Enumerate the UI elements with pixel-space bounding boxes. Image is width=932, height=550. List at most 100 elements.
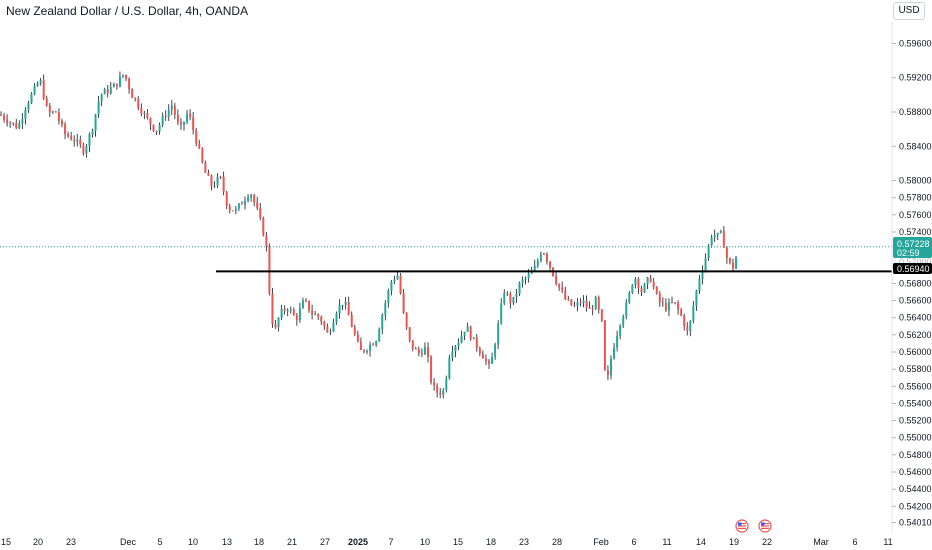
y-tick-label: 0.58000 xyxy=(899,176,932,186)
candle-up xyxy=(494,344,497,357)
candle-up xyxy=(594,297,597,310)
candle-up xyxy=(170,105,173,110)
x-tick-label: 22 xyxy=(762,537,772,547)
candle-down xyxy=(408,327,411,341)
candle-up xyxy=(667,302,670,311)
candle-up xyxy=(445,378,448,391)
x-tick-label: 11 xyxy=(883,537,892,547)
candle-down xyxy=(677,302,680,310)
candle-down xyxy=(637,278,640,289)
candle-up xyxy=(314,314,317,316)
candle-down xyxy=(558,283,561,288)
faded-price-badge: 0.57000 xyxy=(899,257,932,267)
y-tick-label: 0.56600 xyxy=(899,296,932,306)
candle-down xyxy=(82,144,85,154)
candle-down xyxy=(359,341,362,351)
candle-up xyxy=(143,112,146,114)
x-tick-label: 20 xyxy=(33,537,43,547)
candle-down xyxy=(131,89,134,98)
candle-down xyxy=(326,326,329,333)
y-tick-label: 0.55000 xyxy=(899,433,932,443)
y-tick-label: 0.55400 xyxy=(899,398,932,408)
candle-down xyxy=(414,348,417,350)
candle-up xyxy=(51,111,54,113)
candle-up xyxy=(247,197,250,201)
candle-down xyxy=(152,124,155,131)
candle-down xyxy=(433,382,436,386)
candle-up xyxy=(521,279,524,283)
y-tick-label: 0.56800 xyxy=(899,278,932,288)
candle-down xyxy=(469,326,472,340)
candle-up xyxy=(527,273,530,279)
candle-up xyxy=(329,331,332,333)
candle-down xyxy=(573,305,576,307)
candle-up xyxy=(460,335,463,343)
candle-up xyxy=(393,279,396,282)
candle-up xyxy=(237,203,240,209)
candle-down xyxy=(283,308,286,312)
y-tick-label: 0.56200 xyxy=(899,330,932,340)
candle-down xyxy=(305,300,307,302)
x-tick-label: 19 xyxy=(729,537,739,547)
candle-down xyxy=(292,309,295,316)
candle-up xyxy=(332,322,335,332)
candle-up xyxy=(341,304,344,306)
candle-up xyxy=(622,316,625,326)
candle-up xyxy=(378,329,381,342)
candle-down xyxy=(54,111,57,113)
candle-up xyxy=(457,342,460,347)
x-tick-label: Feb xyxy=(593,537,609,547)
candle-up xyxy=(500,303,503,324)
candle-down xyxy=(15,122,18,129)
last-price-label: 0.57228 xyxy=(897,239,930,249)
currency-selector-button[interactable]: USD xyxy=(893,2,925,20)
candle-down xyxy=(192,117,195,131)
candle-down xyxy=(362,350,365,352)
candle-up xyxy=(366,350,368,352)
candle-up xyxy=(91,130,94,135)
y-tick-label: 0.57400 xyxy=(899,227,932,237)
x-tick-label: 15 xyxy=(1,537,11,547)
candle-down xyxy=(420,353,423,355)
candle-down xyxy=(542,253,545,255)
candle-down xyxy=(253,195,256,203)
candle-up xyxy=(384,303,387,316)
candle-down xyxy=(256,202,259,208)
candle-down xyxy=(228,206,231,211)
candle-down xyxy=(262,217,265,236)
candle-up xyxy=(472,337,475,340)
candle-up xyxy=(613,347,616,359)
candle-down xyxy=(317,314,320,318)
candle-down xyxy=(353,326,356,335)
candle-up xyxy=(616,335,619,348)
price-axis[interactable]: 0.59600 0.59200 0.58800 0.58400 0.58000 0.578… xyxy=(892,38,932,528)
y-tick-label: 0.56000 xyxy=(899,347,932,357)
candle-up xyxy=(387,290,390,304)
us-event-icon[interactable] xyxy=(735,519,749,533)
candle-up xyxy=(335,313,338,323)
candle-down xyxy=(680,309,683,316)
candle-up xyxy=(97,101,100,115)
candle-up xyxy=(88,134,91,147)
candle-down xyxy=(549,261,551,268)
candle-down xyxy=(6,119,9,124)
candle-down xyxy=(137,99,140,108)
candle-up xyxy=(695,290,698,306)
candle-down xyxy=(173,105,176,115)
y-tick-label: 0.58800 xyxy=(899,107,932,117)
candle-down xyxy=(661,302,664,304)
x-tick-label: 18 xyxy=(254,537,264,547)
candle-up xyxy=(619,325,622,336)
candle-down xyxy=(436,385,439,393)
x-tick-label: 23 xyxy=(519,537,529,547)
candle-up xyxy=(301,300,304,309)
us-event-icon[interactable] xyxy=(758,519,772,533)
candle-down xyxy=(308,300,311,311)
candle-down xyxy=(128,79,131,90)
candle-up xyxy=(707,245,710,259)
candle-up xyxy=(713,235,716,238)
candle-down xyxy=(722,230,725,248)
time-axis[interactable]: 15 20 23 Dec 5 10 13 18 21 27 2025 7 10 15 18 23 28 Feb 6 1… xyxy=(1,537,893,547)
candle-down xyxy=(555,275,558,284)
